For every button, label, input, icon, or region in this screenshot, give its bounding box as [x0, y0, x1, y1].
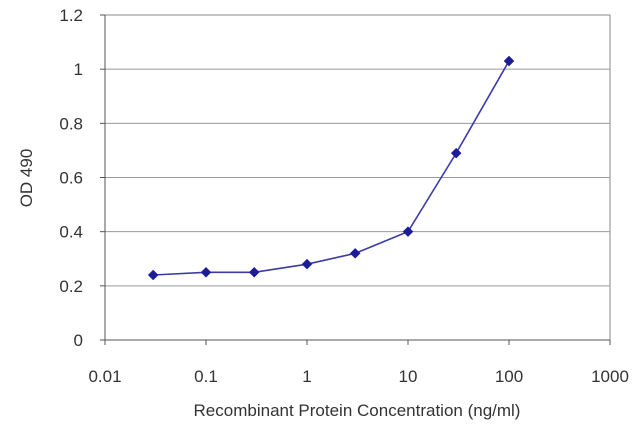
y-tick-label: 0 [74, 331, 83, 350]
x-tick-label: 1000 [591, 367, 629, 386]
x-tick-labels: 0.01 0.1 1 10 100 1000 [88, 367, 628, 386]
data-point-marker [301, 258, 313, 270]
data-point-marker [503, 55, 515, 67]
y-tick-label: 0.6 [59, 169, 83, 188]
data-point-marker [147, 269, 159, 281]
data-point-marker [402, 226, 414, 238]
y-tick-labels: 0 0.2 0.4 0.6 0.8 1 1.2 [59, 6, 83, 350]
data-point-marker [349, 247, 361, 259]
x-axis-title: Recombinant Protein Concentration (ng/ml… [194, 401, 521, 420]
grid-lines [105, 68, 610, 287]
x-tick-label: 0.01 [88, 367, 121, 386]
data-point-marker [200, 266, 212, 278]
y-tick-label: 0.8 [59, 114, 83, 133]
y-tick-label: 0.4 [59, 223, 83, 242]
x-tick-label: 1 [302, 367, 311, 386]
x-tick-label: 0.1 [194, 367, 218, 386]
series-line [153, 60, 510, 276]
series-layer [147, 55, 515, 281]
y-tick-label: 1 [74, 60, 83, 79]
y-axis-title: OD 490 [17, 149, 36, 208]
x-tick-label: 100 [495, 367, 523, 386]
x-tick-label: 10 [399, 367, 418, 386]
data-point-marker [450, 147, 462, 159]
y-tick-label: 1.2 [59, 6, 83, 25]
data-point-marker [248, 266, 260, 278]
axes [100, 14, 611, 345]
y-tick-label: 0.2 [59, 277, 83, 296]
